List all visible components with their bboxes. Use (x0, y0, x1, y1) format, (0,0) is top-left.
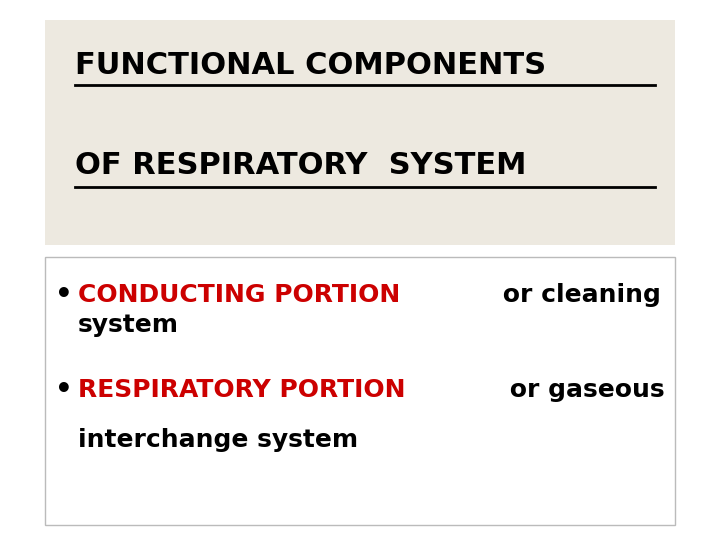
Text: or gaseous: or gaseous (500, 378, 665, 402)
Text: CONDUCTING PORTION: CONDUCTING PORTION (78, 283, 400, 307)
FancyBboxPatch shape (45, 20, 675, 245)
FancyBboxPatch shape (45, 257, 675, 525)
Text: FUNCTIONAL COMPONENTS: FUNCTIONAL COMPONENTS (75, 51, 546, 79)
Text: •: • (55, 376, 73, 404)
Text: interchange system: interchange system (78, 428, 358, 452)
Text: OF RESPIRATORY  SYSTEM: OF RESPIRATORY SYSTEM (75, 151, 526, 179)
Text: RESPIRATORY PORTION: RESPIRATORY PORTION (78, 378, 405, 402)
Text: or cleaning: or cleaning (494, 283, 661, 307)
Text: system: system (78, 313, 179, 337)
Text: •: • (55, 281, 73, 309)
